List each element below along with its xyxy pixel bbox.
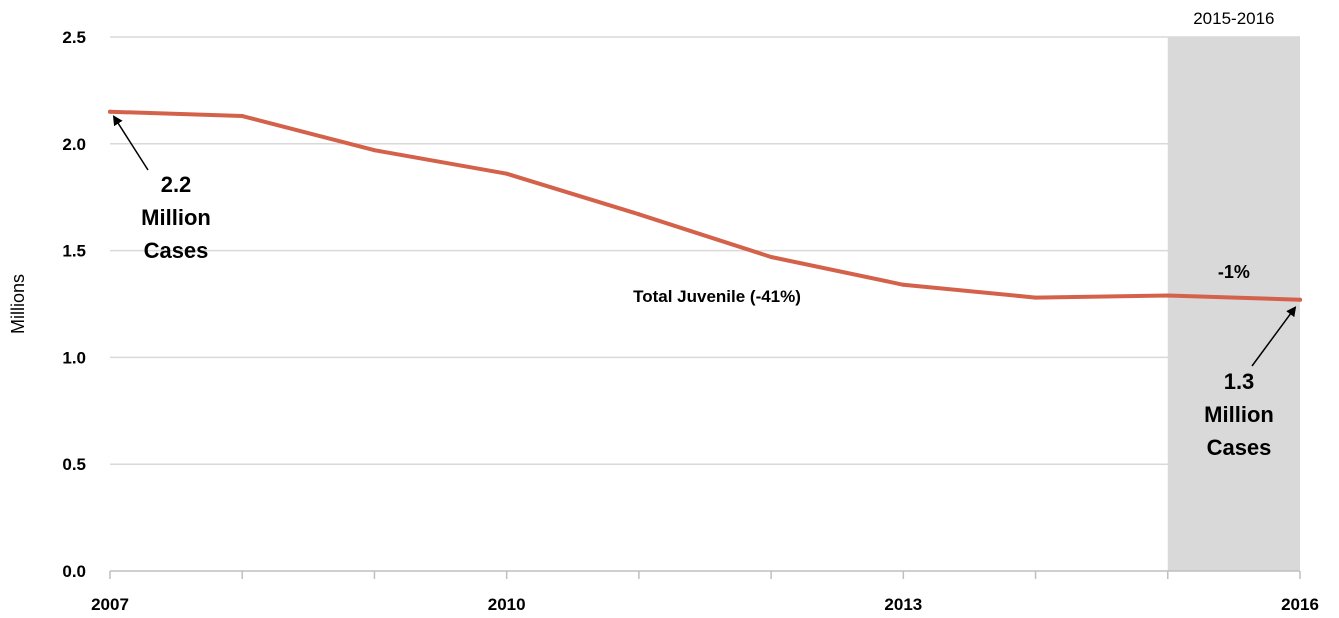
annotation-arrow — [1251, 306, 1297, 367]
y-tick-label: 0.0 — [62, 562, 86, 581]
data-point — [1165, 293, 1170, 298]
y-tick-label: 2.0 — [62, 135, 86, 154]
y-tick-label: 1.0 — [62, 348, 86, 367]
x-tick-label: 2013 — [884, 595, 922, 614]
annotation-text: Million — [141, 205, 211, 230]
data-point — [372, 148, 377, 153]
x-tick-label: 2007 — [91, 595, 129, 614]
y-tick-label: 2.5 — [62, 28, 86, 47]
data-point — [636, 212, 641, 217]
annotation-text: Cases — [1207, 435, 1272, 460]
annotation-text: Cases — [144, 238, 209, 263]
y-tick-label: 1.5 — [62, 242, 86, 261]
y-tick-label: 0.5 — [62, 455, 86, 474]
data-point — [769, 255, 774, 260]
x-axis-tick-labels: 2007 2010 2013 2016 — [91, 595, 1319, 614]
highlight-period-change-label: -1% — [1218, 262, 1250, 282]
annotation-text: Million — [1204, 402, 1274, 427]
highlight-period-label: 2015-2016 — [1193, 9, 1274, 28]
annotation-text: 1.3 — [1224, 369, 1255, 394]
gridlines — [110, 36, 1300, 465]
series-lines — [108, 109, 1302, 302]
annotations: 2.2 Million Cases 1.3 Million Cases — [112, 115, 1297, 460]
data-point — [1298, 297, 1302, 302]
y-axis-label: Millions — [8, 274, 28, 334]
data-point — [108, 109, 112, 114]
x-axis-ticks — [109, 571, 1301, 579]
data-point — [1033, 295, 1038, 300]
series-line — [108, 109, 1302, 302]
annotation-text: 2.2 — [161, 172, 192, 197]
data-point — [504, 171, 509, 176]
series-label: Total Juvenile (-41%) — [633, 287, 801, 306]
highlight-period-band — [1167, 37, 1300, 571]
annotation-arrow — [112, 115, 149, 171]
data-point — [901, 282, 906, 287]
data-point — [240, 114, 245, 119]
x-tick-label: 2010 — [488, 595, 526, 614]
x-tick-label: 2016 — [1281, 595, 1319, 614]
y-axis-tick-labels: 0.0 0.5 1.0 1.5 2.0 2.5 — [62, 28, 86, 581]
